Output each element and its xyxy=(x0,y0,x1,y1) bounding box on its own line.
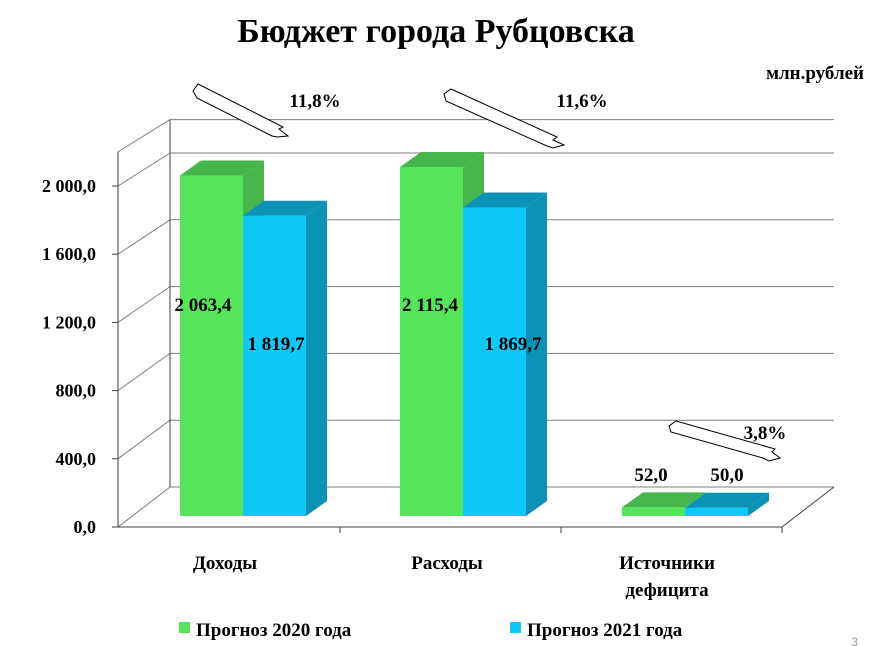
legend-label-2021: Прогноз 2021 года xyxy=(527,620,683,641)
bar-side xyxy=(306,200,327,516)
bar-top xyxy=(180,160,264,176)
gridline-depth xyxy=(117,352,171,392)
bar-1-0 xyxy=(400,166,463,517)
data-label: 1 869,7 xyxy=(485,334,543,355)
data-label: 2 115,4 xyxy=(402,295,458,316)
change-label-deficit: 3,8% xyxy=(744,423,787,444)
y-tick-label: 1 200,0 xyxy=(42,312,96,332)
category-label-deficit: Источники дефицита xyxy=(619,553,715,601)
bar-top xyxy=(243,200,327,216)
legend-label-2020: Прогноз 2020 года xyxy=(196,620,352,641)
bar-top xyxy=(622,492,706,508)
page-number: 3 xyxy=(851,635,858,646)
y-tick-label: 800,0 xyxy=(56,381,97,401)
category-label-income: Доходы xyxy=(193,553,257,574)
gridline-depth xyxy=(117,286,171,323)
change-arrow-expense xyxy=(443,88,566,149)
gridline-depth xyxy=(117,419,171,460)
bar-2-1 xyxy=(685,507,748,516)
y-tick-label: 400,0 xyxy=(56,449,97,469)
bar-side xyxy=(748,492,769,516)
bar-0-1 xyxy=(243,215,306,516)
y-tick-label: 2 000,0 xyxy=(42,176,96,196)
data-label: 50,0 xyxy=(710,465,743,486)
bar-top xyxy=(400,151,484,167)
data-label: 1 819,7 xyxy=(248,334,306,355)
bar-2-0 xyxy=(622,507,685,516)
data-label: 2 063,4 xyxy=(175,295,233,316)
floor-edge xyxy=(781,486,835,528)
gridline-depth xyxy=(117,486,171,528)
legend-swatch-2020 xyxy=(179,622,190,633)
chart-bars xyxy=(180,151,769,517)
gridline-depth xyxy=(117,152,171,187)
chart-labels: 2 063,4 1 819,7 2 115,4 1 869,7 52,0 50,0 xyxy=(175,295,744,486)
gridline-depth xyxy=(117,219,171,255)
y-tick-label: 1 600,0 xyxy=(42,244,96,264)
bar-top xyxy=(685,492,769,508)
change-arrow-deficit xyxy=(668,420,782,462)
chart-gridlines: 0,0 400,0 800,0 1 200,0 1 600,0 2 000,0 xyxy=(42,119,835,537)
change-label-income: 11,8% xyxy=(289,91,340,112)
y-tick-label: 0,0 xyxy=(74,517,97,537)
data-label: 52,0 xyxy=(634,465,667,486)
chart-title: Бюджет города Рубцовска xyxy=(237,13,634,50)
bar-top xyxy=(463,192,547,208)
change-label-expense: 11,6% xyxy=(556,91,607,112)
bar-side xyxy=(526,192,547,516)
bar-1-1 xyxy=(463,207,526,516)
legend-swatch-2021 xyxy=(510,622,521,633)
unit-label: млн.рублей xyxy=(766,63,864,84)
bar-0-0 xyxy=(180,175,243,516)
category-label-expense: Расходы xyxy=(411,553,483,574)
change-arrow-income xyxy=(192,83,290,138)
gridline-depth xyxy=(117,119,171,153)
